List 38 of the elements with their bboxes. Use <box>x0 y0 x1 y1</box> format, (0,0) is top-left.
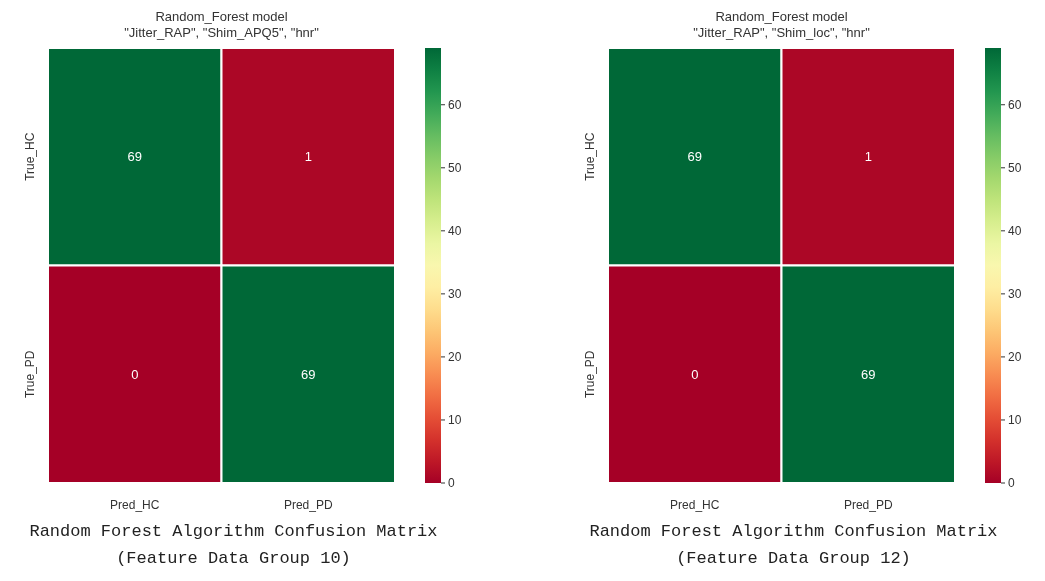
color-bar-label: 50 <box>1008 160 1022 175</box>
chart-subtitle: "Jitter_RAP", "Shim_APQ5", "hnr" <box>124 25 320 40</box>
color-bar-label: 10 <box>1008 413 1022 428</box>
y-tick-label: True_HC <box>583 132 597 181</box>
y-tick-label: True_PD <box>23 350 37 399</box>
color-bar-label: 30 <box>1008 287 1022 302</box>
color-bar-label: 0 <box>1008 476 1015 491</box>
text: (Feature Data Group 10) <box>116 549 351 568</box>
text: Random Forest Algorithm Confusion Matrix <box>29 522 438 541</box>
text: (Feature Data Group 12) <box>676 549 911 568</box>
data-label: 0 <box>691 366 699 382</box>
chart-title: Random_Forest model <box>155 9 288 24</box>
color-bar-label: 40 <box>448 224 462 239</box>
color-bar-label: 40 <box>1008 224 1022 239</box>
y-tick-label: True_HC <box>23 132 37 181</box>
data-label: 0 <box>131 366 139 382</box>
color-bar-label: 20 <box>1008 350 1022 365</box>
color-bar-label: 30 <box>448 287 462 302</box>
x-tick-label: Pred_PD <box>283 498 333 512</box>
data-label: 69 <box>127 149 142 165</box>
x-tick-label: Pred_HC <box>110 498 160 512</box>
data-label: 1 <box>304 149 312 165</box>
data-label: 69 <box>301 366 316 382</box>
text: Random Forest Algorithm Confusion Matrix <box>589 522 998 541</box>
data-label: 1 <box>864 149 872 165</box>
color-bar-label: 50 <box>448 160 462 175</box>
color-bar-label: 0 <box>448 476 455 491</box>
y-tick-label: True_PD <box>583 350 597 399</box>
x-tick-label: Pred_PD <box>843 498 893 512</box>
color-bar-label: 20 <box>448 350 462 365</box>
data-label: 69 <box>687 149 702 165</box>
x-tick-label: Pred_HC <box>670 498 720 512</box>
chart-subtitle: "Jitter_RAP", "Shim_loc", "hnr" <box>693 25 871 40</box>
color-bar-label: 60 <box>1008 97 1022 112</box>
data-label: 69 <box>861 366 876 382</box>
color-bar-label: 60 <box>448 97 462 112</box>
chart-title: Random_Forest model <box>715 9 848 24</box>
color-bar-label: 10 <box>448 413 462 428</box>
